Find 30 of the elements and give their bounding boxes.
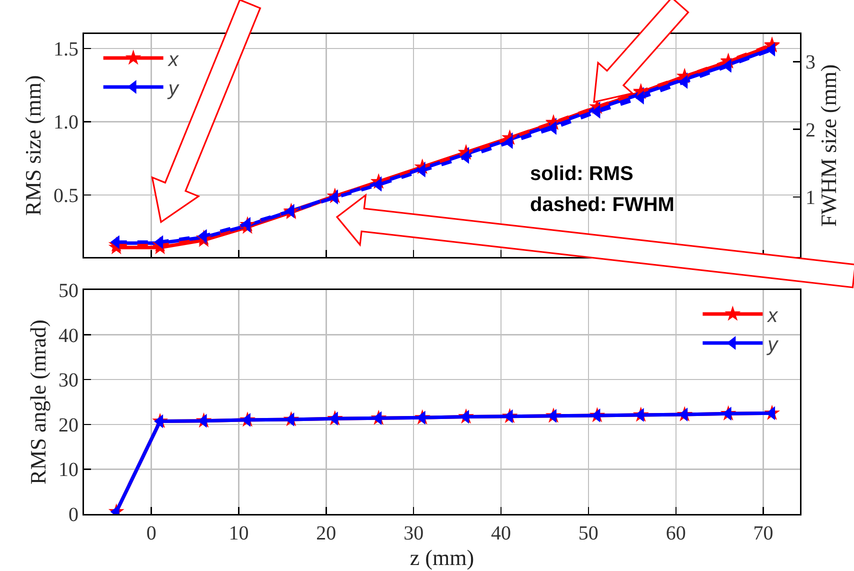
annotation: solid: RMS (530, 163, 634, 185)
legend-label: y (766, 334, 779, 356)
y-tick-label: 0.5 (54, 184, 78, 207)
y-tick-label: 50 (58, 280, 78, 302)
y-tick-label: 40 (58, 324, 78, 347)
x-tick-label: 60 (666, 522, 686, 544)
x-axis-title: z (mm) (410, 545, 474, 570)
y2-tick-label: 2 (806, 119, 816, 142)
y-tick-label: 1.5 (54, 38, 78, 61)
x-tick-label: 10 (228, 522, 249, 544)
y-tick-label: 30 (58, 370, 78, 392)
y2-tick-label: 1 (806, 186, 816, 209)
x-tick-label: 40 (491, 522, 512, 544)
y2-tick-label: 3 (806, 52, 816, 74)
legend-label: x (766, 304, 779, 327)
x-tick-label: 30 (404, 522, 424, 544)
x-tick-label: 20 (316, 522, 336, 544)
annotation: dashed: FWHM (530, 194, 674, 216)
y-tick-label: 1.0 (54, 112, 78, 134)
y-tick-label: 10 (58, 459, 78, 482)
y2-axis-title: FWHM size (mm) (816, 64, 842, 227)
legend-label: x (167, 48, 180, 71)
y-axis-title: RMS angle (mrad) (26, 320, 51, 484)
x-tick-label: 0 (146, 522, 156, 544)
x-tick-label: 50 (578, 522, 598, 544)
y-tick-label: 20 (58, 414, 78, 436)
legend-label: y (166, 78, 180, 100)
y-axis-title: RMS size (mm) (20, 75, 46, 216)
y-tick-label: 0 (68, 504, 78, 526)
x-tick-label: 70 (753, 522, 774, 544)
